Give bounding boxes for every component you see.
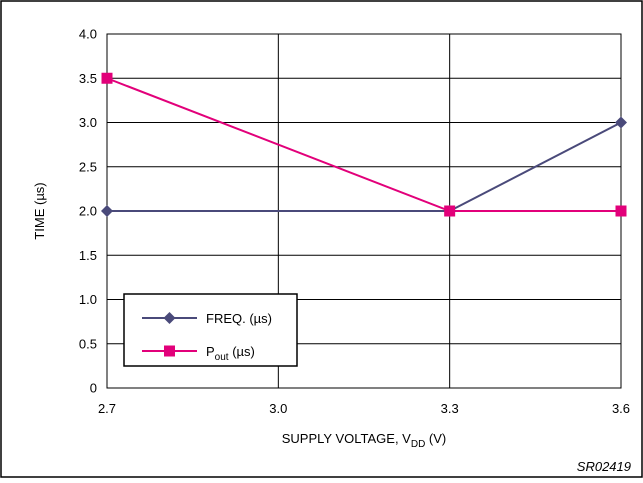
y-tick-label: 4.0 (79, 27, 97, 42)
legend-box (123, 293, 298, 367)
y-tick-label: 2.5 (79, 159, 97, 174)
y-tick-label: 1.0 (79, 292, 97, 307)
y-tick-label: 3.0 (79, 115, 97, 130)
data-point-square (101, 72, 113, 84)
x-tick-label: 3.3 (441, 401, 459, 416)
y-tick-label: 2.0 (79, 204, 97, 219)
figure-id: SR02419 (577, 459, 631, 474)
data-point-diamond (101, 205, 113, 217)
legend-marker-pout (164, 345, 175, 357)
x-tick-label: 3.0 (269, 401, 287, 416)
x-tick-label: 2.7 (98, 401, 116, 416)
legend-marker-freq (163, 312, 176, 324)
legend-label-pout: Pout (µs) (206, 344, 255, 363)
data-point-square (615, 205, 627, 217)
data-point-diamond (615, 116, 627, 129)
data-point-square (444, 205, 456, 217)
x-tick-label: 3.6 (612, 401, 630, 416)
y-axis-label: TIME (µs) (32, 182, 47, 239)
legend: FREQ. (µs) Pout (µs) (123, 293, 298, 367)
y-tick-label: 0 (90, 381, 97, 396)
y-tick-labels: 0 0.5 1.0 1.5 2.0 2.5 3.0 3.5 4.0 (79, 27, 97, 396)
series-group (101, 72, 627, 217)
x-tick-labels: 2.7 3.0 3.3 3.6 (98, 401, 630, 416)
x-axis-label: SUPPLY VOLTAGE, VDD (V) (282, 431, 447, 450)
y-tick-label: 3.5 (79, 71, 97, 86)
y-tick-label: 0.5 (79, 336, 97, 351)
y-tick-label: 1.5 (79, 248, 97, 263)
legend-label-freq: FREQ. (µs) (206, 311, 272, 326)
